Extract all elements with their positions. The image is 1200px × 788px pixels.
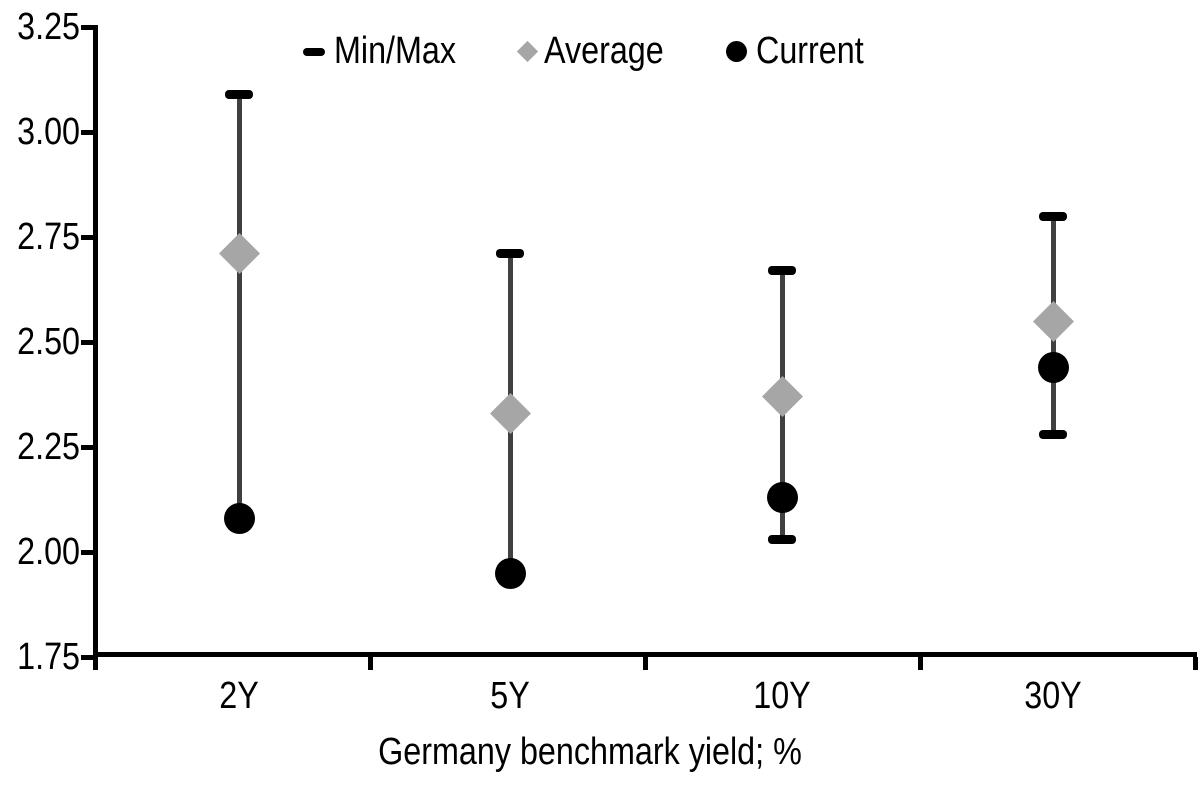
y-axis-tick	[81, 339, 94, 345]
y-axis-tick-label: 3.00	[17, 111, 80, 153]
x-axis-tick	[92, 657, 98, 670]
x-axis-tick	[367, 657, 373, 670]
max-cap-10Y	[768, 266, 796, 276]
y-axis-tick-label: 1.75	[17, 636, 80, 678]
average-diamond-5Y	[489, 392, 531, 434]
y-axis-tick	[81, 129, 94, 135]
average-diamond-icon	[516, 40, 538, 63]
x-axis-tick	[917, 657, 923, 670]
legend-label-average: Average	[543, 30, 664, 72]
current-dot-30Y	[1037, 351, 1069, 383]
x-category-label: 5Y	[490, 675, 530, 717]
average-diamond-2Y	[218, 233, 260, 275]
minmax-whisker-2Y	[236, 94, 242, 519]
y-axis-tick	[81, 549, 94, 555]
y-axis-tick-label: 2.75	[17, 216, 80, 258]
legend-label-minmax: Min/Max	[333, 30, 456, 72]
legend: Min/Max Average Current	[0, 30, 1186, 73]
y-axis-tick-label: 3.25	[17, 6, 80, 48]
average-diamond-30Y	[1032, 300, 1074, 342]
y-axis-tick	[81, 24, 94, 30]
current-dot-5Y	[494, 557, 526, 589]
legend-item-minmax: Min/Max	[302, 30, 478, 73]
x-category-label: 10Y	[753, 675, 811, 717]
y-axis-tick-label: 2.50	[17, 321, 80, 363]
max-cap-2Y	[225, 89, 253, 99]
legend-item-current: Current	[726, 30, 883, 73]
average-diamond-10Y	[761, 376, 803, 418]
y-axis-tick-label: 2.00	[17, 531, 80, 573]
max-cap-5Y	[496, 249, 524, 259]
max-cap-30Y	[1039, 211, 1067, 221]
y-axis-tick	[81, 234, 94, 240]
current-circle-icon	[726, 41, 748, 62]
x-axis-line	[93, 652, 1197, 657]
current-dot-2Y	[223, 502, 255, 534]
minmax-dash-icon	[302, 47, 325, 56]
x-axis-title: Germany benchmark yield; %	[378, 731, 802, 773]
min-cap-10Y	[768, 534, 796, 544]
x-category-label: 30Y	[1024, 675, 1082, 717]
min-cap-30Y	[1039, 429, 1067, 439]
current-dot-10Y	[766, 481, 798, 513]
y-axis-line	[93, 25, 98, 659]
legend-item-average: Average	[516, 30, 685, 73]
y-axis-tick	[81, 444, 94, 450]
y-axis-tick	[81, 654, 94, 660]
x-axis-tick	[1192, 657, 1198, 670]
x-category-label: 2Y	[219, 675, 259, 717]
x-axis-tick	[642, 657, 648, 670]
y-axis-tick-label: 2.25	[17, 426, 80, 468]
legend-label-current: Current	[756, 30, 865, 72]
